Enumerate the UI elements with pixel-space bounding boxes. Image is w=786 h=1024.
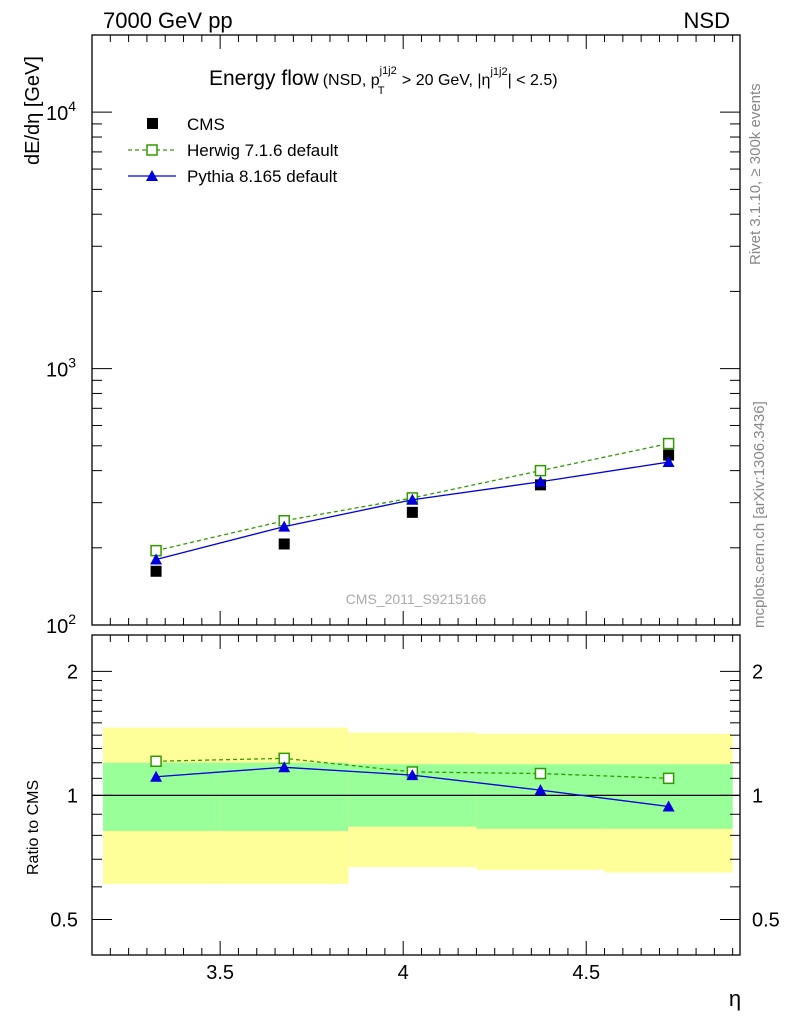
- plot-title-mid: > 20 GeV, |η: [397, 72, 490, 89]
- legend-cms-marker: [147, 118, 158, 129]
- main-pythia-point: [406, 493, 419, 505]
- ratio-y-tick-label-left: 1: [67, 785, 78, 807]
- main-y-tick-exponent: 3: [68, 355, 76, 371]
- main-y-tick-exponent: 2: [68, 611, 76, 627]
- legend-herwig-marker: [146, 144, 158, 156]
- plot-title: Energy flow (NSD, pj1j2 T > 20 GeV, |ηj1j2…: [209, 65, 558, 97]
- x-tick-label: 4: [398, 962, 409, 984]
- ratio-pythia-point: [534, 784, 547, 796]
- legend: CMS Herwig 7.1.6 default Pythia 8.165 de…: [128, 115, 338, 186]
- main-y-tick-label: 103: [46, 355, 76, 382]
- main-herwig-point: [534, 464, 547, 477]
- plot-title-main: Energy flow: [209, 67, 320, 90]
- main-y-tick-base: 10: [46, 616, 68, 638]
- main-pythia-point: [150, 553, 163, 565]
- main-y-tick-exponent: 4: [68, 98, 76, 114]
- plot-title-sup2: j1j2: [489, 66, 507, 78]
- main-y-tick-base: 10: [46, 103, 68, 125]
- ratio-herwig-point: [150, 755, 162, 768]
- x-tick-label: 4.5: [572, 962, 600, 984]
- plot-title-close: | < 2.5): [508, 72, 558, 89]
- ratio-pythia-point: [278, 761, 291, 773]
- analysis-watermark: CMS_2011_S9215166: [346, 591, 487, 607]
- main-y-tick-label: 102: [46, 611, 76, 638]
- x-tick-label: 3.5: [206, 962, 234, 984]
- main-herwig-point: [662, 437, 675, 450]
- process-label: NSD: [684, 8, 730, 33]
- plot-title-sup1: j1j2: [379, 65, 397, 77]
- ratio-y-tick-label-right: 2: [752, 661, 763, 683]
- main-cms-point: [663, 449, 675, 461]
- ratio-y-tick-label-left: 2: [67, 661, 78, 683]
- ratio-band-inner: [103, 762, 221, 831]
- ratio-y-tick-label-right: 1: [752, 785, 763, 807]
- ratio-y-axis-label: Ratio to CMS: [25, 780, 42, 875]
- main-pythia-point: [662, 456, 675, 468]
- main-y-axis-label: dE/dη [GeV]: [22, 56, 44, 165]
- ratio-herwig-point: [662, 772, 675, 785]
- rivet-label: Rivet 3.1.10, ≥ 300k events: [747, 83, 764, 265]
- ratio-pythia-point: [662, 800, 675, 812]
- x-axis-label: η: [729, 986, 741, 1011]
- main-panel-frame: [91, 34, 741, 626]
- main-cms-point: [278, 538, 290, 550]
- ratio-herwig-line: [156, 757, 669, 779]
- collision-label: 7000 GeV pp: [103, 8, 233, 33]
- ratio-band-inner: [220, 762, 349, 831]
- legend-pythia-label: Pythia 8.165 default: [187, 167, 338, 186]
- main-cms-point: [406, 506, 418, 518]
- legend-cms-label: CMS: [187, 115, 225, 134]
- ratio-y-tick-label-right: 0.5: [752, 909, 780, 931]
- ratio-panel-frame: [91, 634, 741, 956]
- plot-title-open: (NSD, p: [323, 72, 380, 89]
- main-pythia-point: [278, 520, 291, 532]
- legend-pythia-marker: [146, 170, 158, 181]
- main-y-tick-base: 10: [46, 360, 68, 382]
- plot-title-sub1: T: [378, 85, 385, 97]
- main-pythia-point: [534, 475, 547, 487]
- legend-herwig-label: Herwig 7.1.6 default: [187, 141, 338, 160]
- ratio-pythia-point: [150, 770, 163, 782]
- mcplots-label: mcplots.cern.ch [arXiv:1306.3436]: [751, 401, 768, 628]
- ratio-pythia-point: [406, 769, 419, 781]
- ratio-y-tick-label-left: 0.5: [50, 909, 78, 931]
- main-y-tick-label: 104: [46, 98, 76, 125]
- ratio-herwig-point: [534, 767, 547, 780]
- main-cms-point: [150, 565, 162, 577]
